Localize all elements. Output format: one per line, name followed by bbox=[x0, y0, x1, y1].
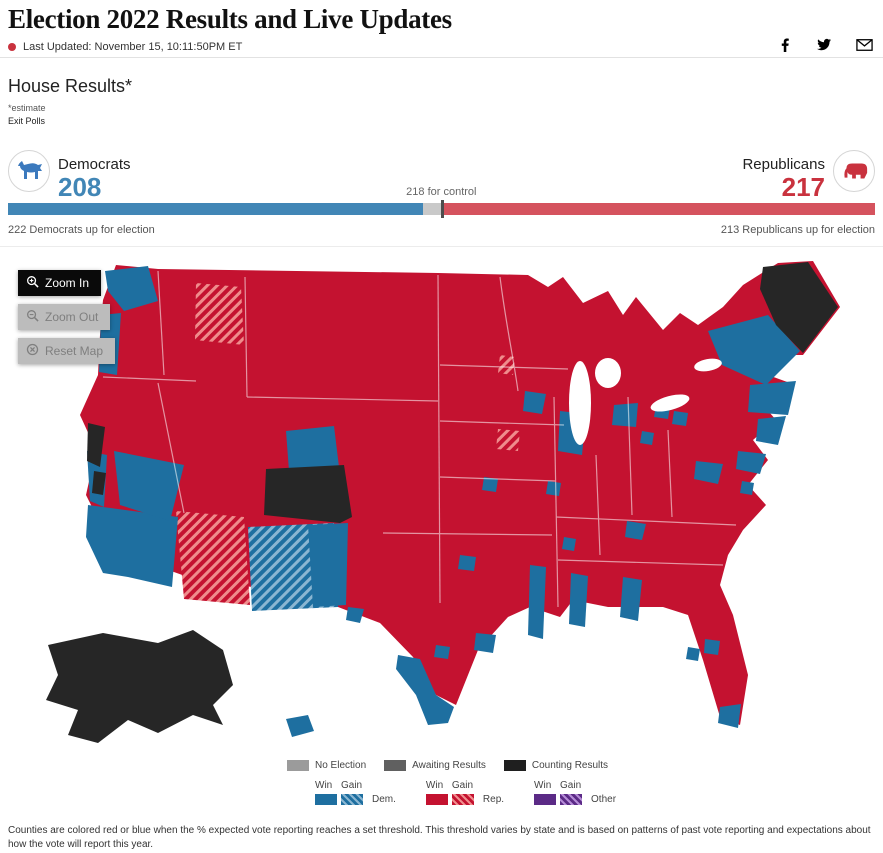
other-legend-label: Other bbox=[591, 794, 617, 805]
win-header: Win bbox=[425, 780, 444, 791]
legend-counting: Counting Results bbox=[503, 760, 609, 771]
methodology-note: Counties are colored red or blue when th… bbox=[8, 825, 871, 850]
republican-elephant-icon bbox=[833, 150, 875, 192]
gain-header: Gain bbox=[341, 780, 363, 791]
bar-democrat-segment bbox=[8, 203, 423, 215]
map-controls: Zoom In Zoom Out Reset Map bbox=[18, 270, 116, 364]
up-for-election-row: 222 Democrats up for election 213 Republ… bbox=[8, 224, 875, 236]
republicans-seat-count: 217 bbox=[781, 172, 825, 202]
other-win-swatch bbox=[534, 794, 557, 805]
rep-up-for-election: 213 Republicans up for election bbox=[720, 224, 875, 236]
democrats-summary: Democrats 208 bbox=[58, 156, 131, 202]
legend-dem-group: Win Gain Dem. bbox=[315, 780, 396, 805]
dem-win-swatch bbox=[315, 794, 337, 805]
seat-balance-bar bbox=[8, 200, 875, 218]
zoom-in-button[interactable]: Zoom In bbox=[18, 270, 102, 296]
zoom-out-button[interactable]: Zoom Out bbox=[18, 304, 111, 330]
legend-other-group: Win Gain Other bbox=[534, 780, 616, 805]
legend-awaiting: Awaiting Results bbox=[384, 760, 486, 771]
legend-party-row: Win Gain Dem. Win Gain Rep. bbox=[315, 780, 616, 805]
zoom-in-icon bbox=[26, 275, 39, 291]
awaiting-results-swatch bbox=[384, 760, 407, 771]
awaiting-results-label: Awaiting Results bbox=[412, 760, 486, 771]
republicans-summary: Republicans 217 bbox=[742, 156, 825, 202]
gain-header: Gain bbox=[560, 780, 582, 791]
email-icon[interactable] bbox=[856, 39, 873, 51]
header-divider bbox=[0, 57, 883, 58]
democrat-donkey-icon bbox=[8, 150, 50, 192]
counting-results-swatch bbox=[503, 760, 526, 771]
democrats-seat-count: 208 bbox=[58, 172, 102, 202]
facebook-icon[interactable] bbox=[778, 38, 792, 52]
rep-legend-label: Rep. bbox=[482, 794, 505, 805]
bar-republican-segment bbox=[442, 203, 875, 215]
other-gain-swatch bbox=[560, 794, 583, 805]
legend-status-row: No Election Awaiting Results Counting Re… bbox=[287, 760, 616, 771]
legend-rep-group: Win Gain Rep. bbox=[425, 780, 505, 805]
us-house-map[interactable]: Zoom In Zoom Out Reset Map bbox=[8, 255, 876, 751]
rep-win-swatch bbox=[425, 794, 448, 805]
zoom-in-label: Zoom In bbox=[45, 276, 90, 290]
rep-gain-swatch bbox=[451, 794, 474, 805]
dem-legend-label: Dem. bbox=[372, 794, 396, 805]
counting-results-label: Counting Results bbox=[531, 760, 609, 771]
live-dot-icon bbox=[8, 43, 16, 51]
dem-gain-swatch bbox=[341, 794, 363, 805]
reset-map-label: Reset Map bbox=[45, 344, 104, 358]
no-election-label: No Election bbox=[315, 760, 367, 771]
zoom-out-label: Zoom Out bbox=[45, 310, 99, 324]
estimate-note: *estimate bbox=[8, 103, 46, 113]
page-title: Election 2022 Results and Live Updates bbox=[8, 4, 452, 34]
democrats-label: Democrats bbox=[58, 156, 131, 173]
reset-map-button[interactable]: Reset Map bbox=[18, 338, 116, 364]
reset-map-icon bbox=[26, 343, 39, 359]
last-updated-row: Last Updated: November 15, 10:11:50PM ET bbox=[8, 41, 242, 53]
control-threshold-label: 218 for control bbox=[406, 186, 477, 198]
results-divider bbox=[0, 246, 883, 247]
exit-polls-link[interactable]: Exit Polls bbox=[8, 116, 46, 126]
no-election-swatch bbox=[287, 760, 309, 771]
section-title: House Results* bbox=[8, 76, 133, 96]
dem-up-for-election: 222 Democrats up for election bbox=[8, 224, 155, 236]
win-header: Win bbox=[534, 780, 552, 791]
choropleth-map-svg[interactable] bbox=[8, 255, 876, 751]
win-header: Win bbox=[315, 780, 333, 791]
map-legend: No Election Awaiting Results Counting Re… bbox=[287, 760, 616, 805]
republicans-label: Republicans bbox=[742, 156, 825, 173]
gain-header: Gain bbox=[451, 780, 474, 791]
zoom-out-icon bbox=[26, 309, 39, 325]
control-tick bbox=[441, 200, 445, 218]
legend-no-election: No Election bbox=[287, 760, 366, 771]
social-share bbox=[778, 38, 873, 52]
last-updated-text: Last Updated: November 15, 10:11:50PM ET bbox=[23, 41, 243, 53]
twitter-icon[interactable] bbox=[816, 38, 832, 52]
